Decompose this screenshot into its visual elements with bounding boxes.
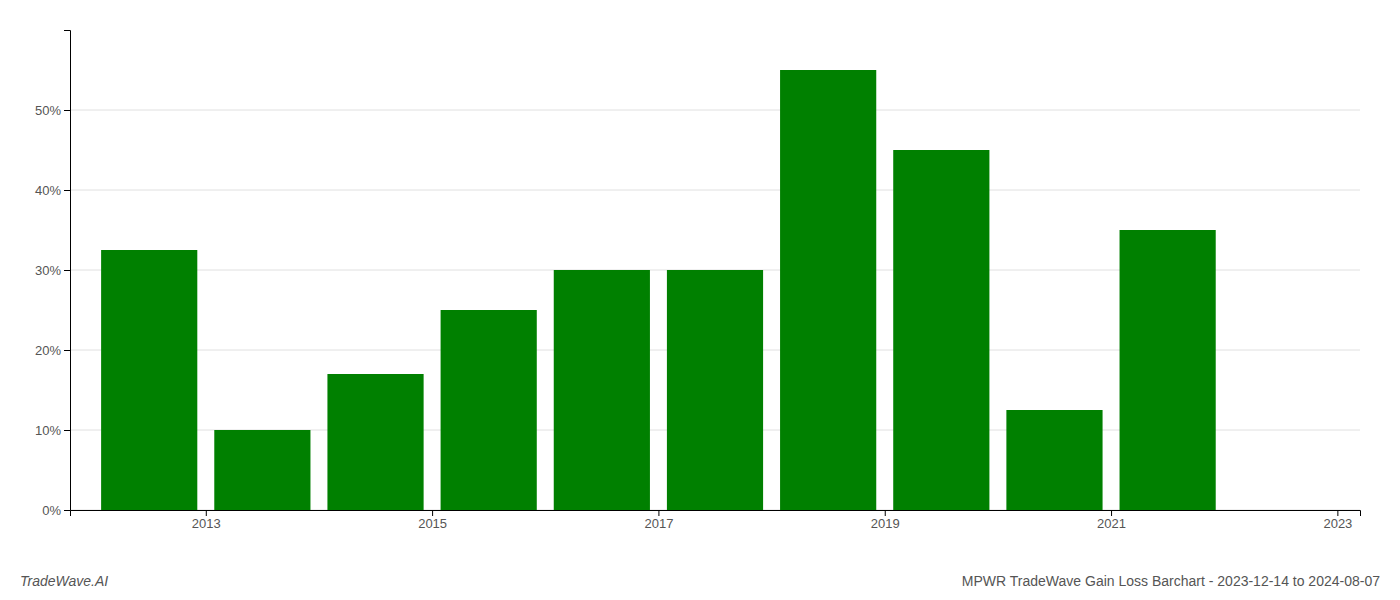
y-tick-mark: [64, 510, 70, 511]
bar: [667, 270, 763, 510]
x-tick: 2019: [871, 510, 900, 531]
y-tick-label: 40%: [35, 183, 61, 198]
x-tick-mark: [206, 510, 207, 516]
x-tick: 2015: [418, 510, 447, 531]
x-tick: 2021: [1097, 510, 1126, 531]
x-tick-label: 2019: [871, 516, 900, 531]
y-tick-label: 30%: [35, 263, 61, 278]
x-tick-mark: [885, 510, 886, 516]
bar: [214, 430, 310, 510]
y-tick-label: 50%: [35, 103, 61, 118]
x-tick-label: 2017: [644, 516, 673, 531]
x-tick-label: 2013: [192, 516, 221, 531]
y-tick: 10%: [35, 423, 70, 438]
watermark: TradeWave.AI: [20, 573, 108, 589]
grid-line: [70, 110, 1360, 111]
plot: 2013 2015 2017 2019 2021 2023 0% 10% 20% 30% 40% 50…: [35, 31, 1361, 532]
x-tick-label: 2021: [1097, 516, 1126, 531]
y-tick: 50%: [35, 103, 70, 118]
y-tick-label: 10%: [35, 423, 61, 438]
bar: [554, 270, 650, 510]
x-tick: 2017: [644, 510, 673, 531]
y-tick: 0%: [42, 503, 70, 518]
y-axis-line: [64, 31, 71, 511]
x-tick-mark: [658, 510, 659, 516]
x-tick-label: 2023: [1323, 516, 1352, 531]
x-tick-label: 2015: [418, 516, 447, 531]
y-tick-mark: [64, 190, 70, 191]
x-tick: 2023: [1323, 510, 1352, 531]
y-axis: 0% 10% 20% 30% 40% 50%: [35, 31, 71, 518]
bar: [327, 374, 423, 510]
bar: [441, 310, 537, 510]
y-tick: 20%: [35, 343, 70, 358]
x-tick-mark: [1111, 510, 1112, 516]
bar: [893, 150, 989, 510]
grid-line: [70, 190, 1360, 191]
bar: [1120, 230, 1216, 510]
x-tick: 2013: [192, 510, 221, 531]
bar: [780, 70, 876, 510]
y-tick-label: 0%: [42, 503, 61, 518]
x-axis-line: [71, 511, 1361, 517]
bar: [1006, 410, 1102, 510]
bar: [101, 250, 197, 510]
chart: 2013 2015 2017 2019 2021 2023 0% 10% 20% 30% 40% 50…: [0, 0, 1400, 600]
bars: [101, 70, 1216, 510]
y-tick-mark: [64, 430, 70, 431]
y-tick-mark: [64, 270, 70, 271]
title: MPWR TradeWave Gain Loss Barchart - 2023…: [962, 573, 1380, 589]
y-tick-mark: [64, 110, 70, 111]
grid: [70, 110, 1360, 510]
y-tick: 30%: [35, 263, 70, 278]
x-tick-mark: [1337, 510, 1338, 516]
x-tick-mark: [432, 510, 433, 516]
y-tick: 40%: [35, 183, 70, 198]
x-axis: 2013 2015 2017 2019 2021 2023: [71, 510, 1361, 531]
y-tick-mark: [64, 350, 70, 351]
y-tick-label: 20%: [35, 343, 61, 358]
